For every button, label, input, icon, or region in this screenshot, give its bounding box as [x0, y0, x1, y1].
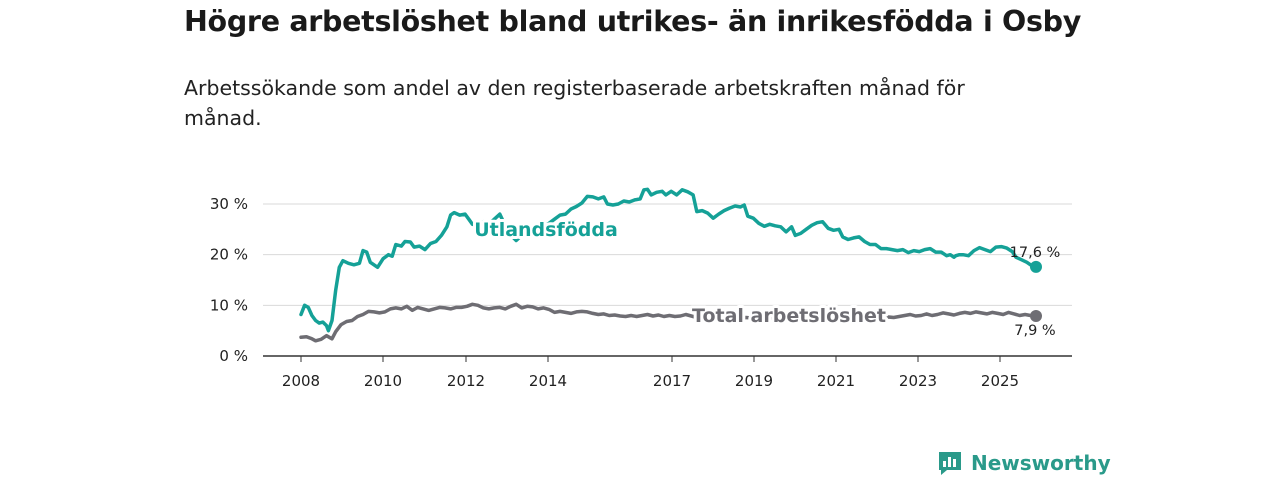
chart-title: Högre arbetslöshet bland utrikes- än inr… [184, 5, 1082, 38]
gridlines [263, 203, 1072, 306]
end-value-label-total: 7,9 % [1014, 323, 1055, 339]
y-tick-label: 20 % [210, 246, 248, 264]
brand-name: Newsworthy [971, 451, 1111, 475]
x-tick-label: 2012 [447, 372, 485, 390]
x-tick-label: 2023 [899, 372, 937, 390]
x-tick-label: 2010 [364, 372, 402, 390]
series-line-1 [299, 302, 1038, 343]
series-end-dot-1 [1030, 309, 1042, 322]
x-tick-label: 2021 [817, 372, 855, 390]
series-line-0 [299, 187, 1038, 333]
end-value-label-utlandsfodda: 17,6 % [1010, 245, 1061, 261]
y-tick-label: 0 % [219, 347, 248, 365]
newsworthy-logo-icon [939, 452, 961, 475]
series-lines [299, 187, 1042, 343]
x-tick-label: 2019 [735, 372, 773, 390]
x-tick-label: 2025 [981, 372, 1019, 390]
x-tick-label: 2014 [529, 372, 567, 390]
newsworthy-brand[interactable]: Newsworthy [937, 448, 1111, 478]
y-tick-label: 30 % [210, 195, 248, 213]
series-labels: Utlandsfödda Total arbetslöshet 17,6 % 7,9 … [471, 216, 1061, 339]
chart-subtitle: Arbetssökande som andel av den registerb… [184, 76, 965, 130]
series-label-total: Total arbetslöshet [692, 305, 886, 327]
series-end-dot-0 [1030, 260, 1042, 273]
axes: 0 % 10 % 20 % 30 % 2008 2010 2012 2014 2017 2019 2… [210, 195, 1072, 390]
x-tick-label: 2008 [282, 372, 320, 390]
x-tick-label: 2017 [653, 372, 691, 390]
series-label-utlandsfodda: Utlandsfödda [474, 219, 618, 241]
y-tick-label: 10 % [210, 296, 248, 314]
